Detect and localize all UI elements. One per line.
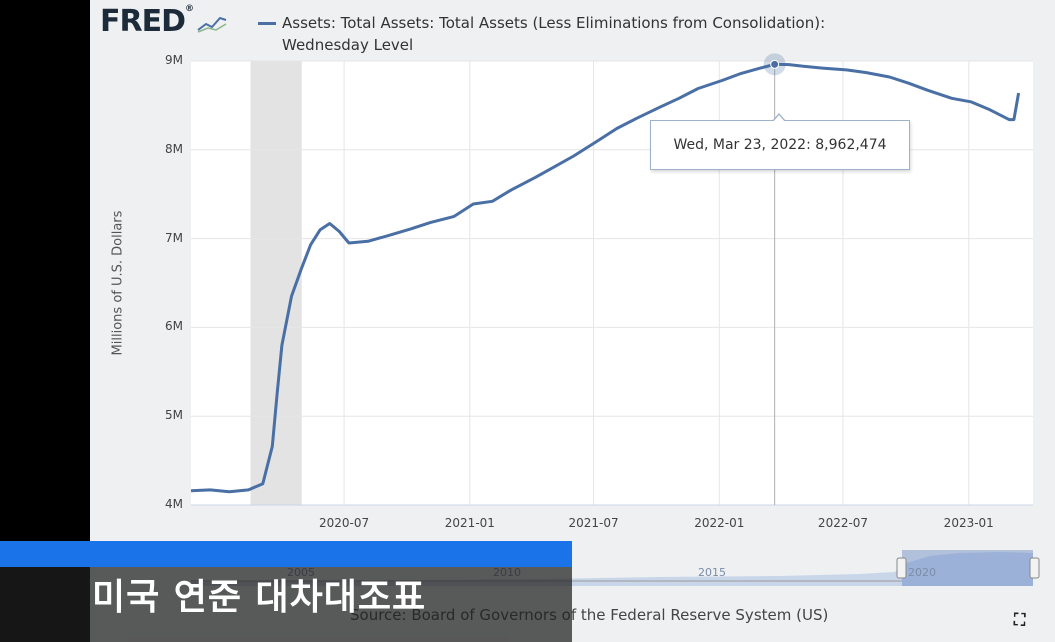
registered-mark: ® [185,4,194,14]
x-tick-label: 2020-07 [319,516,370,530]
video-caption: 미국 연준 대차대조표 [92,577,427,618]
y-tick-label: 7M [165,230,183,245]
legend-title-2: Wednesday Level [282,36,414,54]
x-tick-label: 2022-07 [817,516,869,530]
tooltip-date: Wed, Mar 23, 2022: [673,137,811,153]
y-tick-label: 9M [165,53,183,67]
recession-band [250,61,302,505]
fred-logo-text: FRED [100,4,186,39]
series-line [190,62,1021,494]
tooltip: Wed, Mar 23, 2022: 8,962,474 [650,113,910,170]
legend-swatch [258,22,276,25]
legend-line-1: Assets: Total Assets: Total Assets (Less… [258,12,858,34]
trend-line-icon [197,16,227,33]
x-tick-label: 2022-01 [694,516,745,530]
recession-shading-group [250,61,302,505]
expand-icon[interactable]: ⛶ [1014,610,1026,629]
navigator-right-handle[interactable] [1029,557,1040,579]
fred-logo[interactable]: FRED® [100,4,228,39]
navigator-series-area [191,552,1033,586]
highlight-point[interactable] [770,59,780,69]
y-tick-label: 8M [165,141,183,156]
x-tick-label: 2021-01 [444,516,495,530]
legend[interactable]: Assets: Total Assets: Total Assets (Less… [258,12,858,56]
y-axis-label: Millions of U.S. Dollars [110,210,126,356]
y-tick-label: 4M [165,497,183,511]
y-tick-label: 6M [165,319,183,334]
navigator-label-2020: 2020 [908,566,936,579]
legend-title-1: Assets: Total Assets: Total Assets (Less… [282,14,826,32]
caption-accent-bar [0,541,572,567]
navigator-left-handle[interactable] [896,557,907,579]
x-tick-label: 2023-01 [943,516,994,530]
tooltip-caret-inner [773,115,785,122]
tooltip-value: 8,962,474 [815,137,887,153]
x-tick-label: 2021-07 [568,516,619,530]
caption-background [0,567,572,642]
navigator-label-2015: 2015 [698,566,726,579]
y-tick-label: 5M [165,408,183,423]
navigator-selected-range [902,550,1033,586]
